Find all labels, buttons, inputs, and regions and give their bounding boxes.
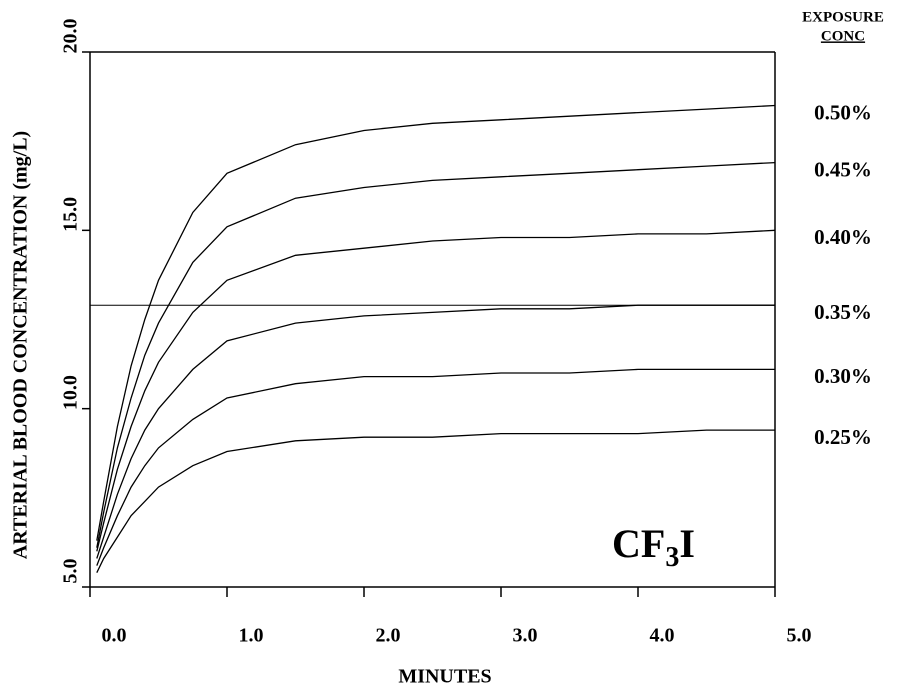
x-tick-label: 0.0	[102, 625, 127, 647]
x-tick-label: 3.0	[513, 625, 538, 647]
series-line	[96, 304, 775, 559]
x-tick-label: 2.0	[376, 625, 401, 647]
legend-title: CONC	[821, 28, 865, 44]
series-line	[96, 161, 776, 548]
y-tick-label: 15.0	[60, 197, 82, 232]
series-line	[96, 368, 775, 566]
legend-title: EXPOSURE	[802, 9, 884, 25]
annotation-part: I	[679, 521, 695, 566]
series-line	[96, 104, 776, 541]
legend-label: 0.25%	[814, 425, 872, 449]
y-tick-label: 10.0	[60, 375, 82, 410]
x-tick-label: 1.0	[239, 625, 264, 647]
x-tick-label: 4.0	[650, 625, 675, 647]
x-tick-label: 5.0	[787, 625, 812, 647]
legend-label: 0.50%	[814, 100, 872, 124]
series-line	[96, 429, 775, 573]
series-line	[96, 229, 776, 552]
annotation: CF3I	[612, 521, 695, 573]
legend-label: 0.40%	[814, 225, 872, 249]
x-axis-label: MINUTES	[398, 666, 491, 688]
legend-label: 0.30%	[814, 364, 872, 388]
legend-label: 0.35%	[814, 300, 872, 324]
legend-label: 0.45%	[814, 157, 872, 181]
y-tick-label: 5.0	[60, 559, 82, 584]
y-axis-label: ARTERIAL BLOOD CONCENTRATION (mg/L)	[10, 131, 32, 559]
annotation-sub: 3	[665, 542, 679, 573]
annotation-part: CF	[612, 521, 665, 566]
y-tick-label: 20.0	[60, 19, 82, 54]
